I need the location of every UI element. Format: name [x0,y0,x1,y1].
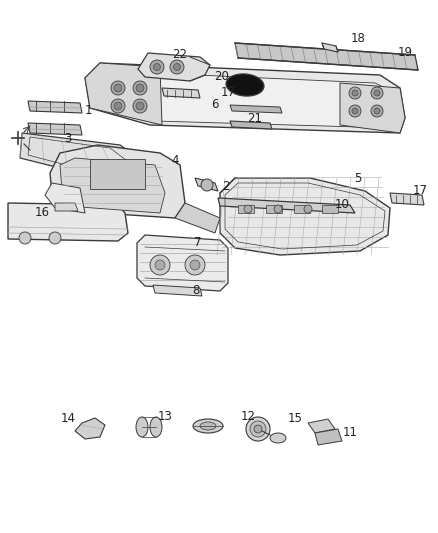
Text: 3: 3 [64,132,72,144]
Polygon shape [322,43,338,52]
Polygon shape [220,178,390,255]
Polygon shape [92,71,398,128]
Polygon shape [20,133,145,181]
Polygon shape [195,178,218,191]
Bar [294,205,310,213]
Circle shape [136,102,144,110]
Text: 20: 20 [215,70,230,84]
Text: 17: 17 [220,86,236,100]
Circle shape [201,179,213,191]
Circle shape [246,417,270,441]
Polygon shape [315,429,342,445]
Polygon shape [60,158,165,213]
Circle shape [349,87,361,99]
Ellipse shape [226,74,264,96]
Circle shape [153,63,160,70]
Polygon shape [85,63,405,133]
Circle shape [374,108,380,114]
Text: 22: 22 [173,49,187,61]
Bar [238,205,254,213]
Circle shape [304,205,312,213]
Text: 15: 15 [288,411,302,424]
Text: 1: 1 [84,104,92,117]
Circle shape [274,205,282,213]
Text: 19: 19 [398,46,413,60]
Circle shape [352,90,358,96]
Circle shape [374,90,380,96]
Text: 16: 16 [35,206,49,220]
Text: 18: 18 [350,31,365,44]
Polygon shape [162,88,200,98]
Bar [322,205,338,213]
Circle shape [250,421,266,437]
Ellipse shape [193,419,223,433]
Polygon shape [45,183,85,213]
Circle shape [244,205,252,213]
Text: 17: 17 [413,184,427,198]
Ellipse shape [136,417,148,437]
Polygon shape [75,418,105,439]
Polygon shape [55,203,78,211]
Circle shape [111,99,125,113]
Circle shape [173,63,180,70]
Polygon shape [8,203,128,241]
Polygon shape [50,145,185,218]
Polygon shape [230,121,272,129]
Circle shape [114,84,122,92]
Circle shape [155,260,165,270]
Circle shape [114,102,122,110]
Text: 5: 5 [354,172,362,184]
Circle shape [352,108,358,114]
Circle shape [349,105,361,117]
Text: 12: 12 [240,410,255,424]
Circle shape [133,99,147,113]
Polygon shape [390,193,424,205]
Circle shape [371,105,383,117]
Text: 13: 13 [158,410,173,424]
Polygon shape [235,43,418,70]
Text: 14: 14 [60,411,75,424]
Text: 10: 10 [335,198,350,212]
Circle shape [19,232,31,244]
Text: 7: 7 [194,237,202,249]
Ellipse shape [200,422,216,430]
Text: 6: 6 [211,99,219,111]
Circle shape [49,232,61,244]
Ellipse shape [270,433,286,443]
Polygon shape [28,101,82,113]
Circle shape [150,255,170,275]
Polygon shape [138,53,210,81]
Polygon shape [230,105,282,113]
Polygon shape [137,235,228,291]
Polygon shape [28,123,82,135]
Circle shape [150,60,164,74]
Polygon shape [340,83,405,133]
Polygon shape [153,285,202,296]
Circle shape [185,255,205,275]
Bar [90,159,145,189]
Text: 2: 2 [222,180,230,192]
Text: 8: 8 [192,285,200,297]
Polygon shape [175,203,220,233]
Text: 11: 11 [343,426,357,440]
Bar [266,205,282,213]
Circle shape [111,81,125,95]
Circle shape [136,84,144,92]
Circle shape [133,81,147,95]
Ellipse shape [150,417,162,437]
Circle shape [170,60,184,74]
Circle shape [371,87,383,99]
Circle shape [254,425,262,433]
Polygon shape [85,63,162,125]
Polygon shape [308,419,335,433]
Text: 4: 4 [171,155,179,167]
Text: 21: 21 [247,111,262,125]
Circle shape [190,260,200,270]
Polygon shape [218,198,355,213]
